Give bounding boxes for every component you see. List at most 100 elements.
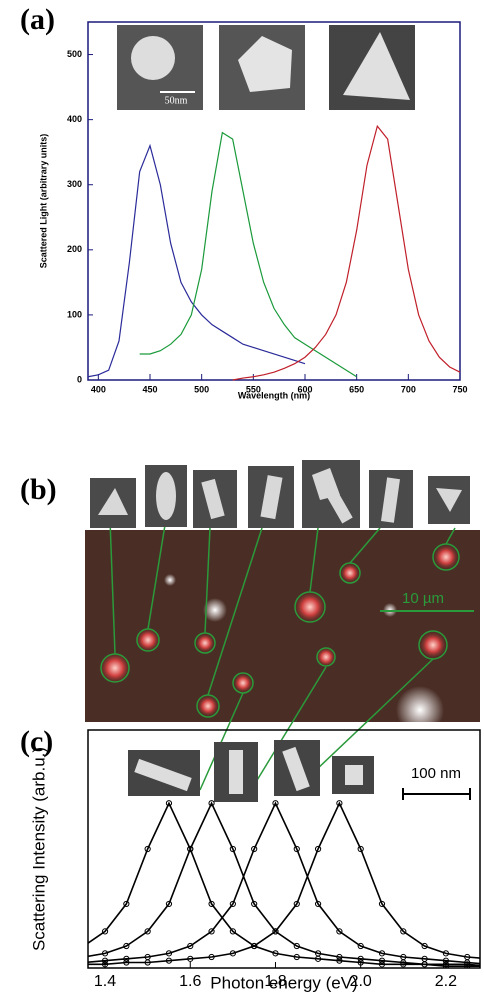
data-point: [442, 957, 450, 964]
plot-frame: [87, 21, 461, 381]
scale-bar-label: 100 nm: [411, 765, 461, 782]
data-point: [378, 957, 386, 964]
data-point: [357, 955, 364, 962]
data-point: [187, 955, 194, 962]
panel-label: (c): [20, 725, 53, 758]
data-point: [208, 953, 215, 961]
y-tick-label: 300: [67, 179, 82, 189]
x-tick-label: 600: [297, 384, 312, 394]
x-tick-label: 1.4: [94, 973, 116, 990]
panel-label: (a): [20, 3, 55, 36]
data-point: [229, 928, 236, 935]
data-point: [101, 928, 109, 935]
panel-label: (b): [20, 473, 57, 506]
data-point: [229, 900, 236, 908]
x-tick-label: 650: [349, 384, 364, 394]
data-point: [293, 845, 300, 853]
data-point: [123, 900, 130, 908]
data-point: [101, 950, 109, 957]
x-tick-label: 700: [401, 384, 416, 394]
series-line: [88, 801, 480, 967]
data-point: [314, 845, 322, 853]
data-point: [421, 955, 428, 962]
data-point: [251, 845, 258, 853]
series-group: [81, 800, 480, 968]
data-point: [400, 953, 407, 961]
insets-a: 50nm: [117, 25, 415, 110]
data-point: [251, 900, 258, 908]
series-line: [87, 143, 306, 378]
data-point: [144, 959, 151, 966]
x-tick-label: 550: [246, 384, 261, 394]
x-tick-label: 2.2: [435, 973, 457, 990]
data-point: [378, 950, 386, 957]
y-axis-label: Scattering Intensity (arb.u.): [29, 747, 48, 951]
x-tick-label: 750: [452, 384, 467, 394]
x-tick-label: 1.8: [264, 973, 286, 990]
series-line: [232, 124, 461, 381]
data-point: [144, 928, 151, 935]
y-tick-label: 400: [67, 114, 82, 124]
y-tick-label: 0: [77, 374, 82, 384]
data-point: [442, 961, 450, 968]
data-point: [187, 942, 194, 950]
data-point: [208, 800, 215, 807]
data-point: [357, 959, 364, 966]
x-tick-label: 2.0: [350, 973, 372, 990]
data-point: [464, 953, 471, 961]
data-point: [336, 928, 343, 935]
data-point: [314, 950, 322, 957]
data-point: [272, 928, 279, 935]
data-point: [101, 961, 109, 968]
data-point: [165, 800, 173, 807]
data-point: [336, 800, 343, 807]
data-point: [378, 961, 386, 968]
data-point: [357, 942, 364, 950]
data-point: [81, 954, 86, 959]
data-point: [293, 900, 300, 908]
data-point: [229, 950, 236, 957]
series-line: [88, 801, 480, 965]
data-point: [357, 845, 364, 853]
data-point: [272, 950, 279, 957]
plot-frame: [87, 729, 481, 969]
x-axis-label: Wavelength (nm): [238, 390, 310, 400]
data-point: [81, 962, 86, 967]
data-point: [208, 900, 215, 908]
data-point: [165, 950, 173, 957]
data-point: [123, 942, 130, 950]
y-tick-label: 500: [67, 49, 82, 59]
data-point: [101, 957, 109, 964]
scale-bar-label: 10 µm: [402, 590, 444, 607]
data-point: [187, 845, 194, 853]
x-axis-label: Photon energy (eV): [210, 973, 357, 992]
series-line: [88, 801, 480, 966]
series-line: [88, 801, 480, 967]
data-point: [144, 845, 151, 853]
x-tick-label: 500: [194, 384, 209, 394]
data-point: [229, 845, 236, 853]
x-tick-label: 450: [142, 384, 157, 394]
data-point: [165, 900, 173, 908]
data-point: [123, 959, 130, 966]
data-point: [293, 942, 300, 950]
data-point: [165, 957, 173, 964]
x-tick-label: 1.6: [179, 973, 201, 990]
data-point: [336, 953, 343, 961]
data-point: [400, 928, 407, 935]
data-point: [81, 943, 86, 948]
insets-c: 100 nm: [128, 740, 471, 802]
data-point: [421, 942, 428, 950]
micrograph: 10 µm (b): [20, 460, 480, 801]
data-point: [208, 928, 215, 935]
data-point: [378, 900, 386, 908]
data-point: [293, 953, 300, 961]
x-tick-label: 400: [91, 384, 106, 394]
annotation: 50nm: [165, 95, 188, 106]
series-line: [139, 131, 357, 378]
data-point: [272, 800, 279, 807]
data-point: [314, 900, 322, 908]
data-point: [81, 960, 86, 965]
data-point: [336, 957, 343, 964]
